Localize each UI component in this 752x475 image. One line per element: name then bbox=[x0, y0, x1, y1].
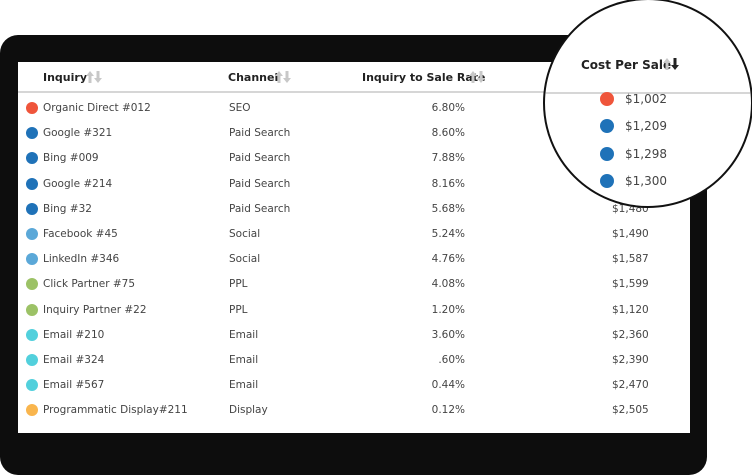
channel: Social bbox=[229, 228, 261, 240]
channel: PPL bbox=[229, 303, 248, 316]
status-dot bbox=[26, 379, 38, 392]
rate: 4.08% bbox=[431, 278, 465, 291]
rate: 3.60% bbox=[431, 328, 465, 341]
inquiry-name: Google #214 bbox=[43, 177, 113, 190]
inquiry-name: Google #321 bbox=[43, 127, 113, 140]
rate: 0.12% bbox=[431, 404, 465, 417]
cost: $1,490 bbox=[612, 228, 649, 240]
header-rule bbox=[545, 92, 751, 94]
sort-icon[interactable] bbox=[469, 71, 485, 83]
header-cost[interactable]: Cost Per Sale bbox=[581, 58, 672, 72]
sort-icon[interactable] bbox=[275, 71, 291, 83]
header-channel[interactable]: Channel bbox=[228, 71, 279, 84]
cost: $1,120 bbox=[612, 303, 649, 316]
cost: $2,505 bbox=[612, 404, 649, 417]
inquiry-name: Email #210 bbox=[43, 328, 105, 341]
status-dot bbox=[26, 177, 38, 190]
channel: PPL bbox=[229, 278, 248, 291]
rate: 1.20% bbox=[431, 303, 465, 316]
status-dot bbox=[26, 303, 38, 316]
channel: Display bbox=[229, 404, 268, 417]
inquiry-name: Email #567 bbox=[43, 379, 105, 392]
rate: 4.76% bbox=[431, 253, 465, 266]
status-dot bbox=[26, 127, 38, 140]
status-dot bbox=[26, 152, 38, 165]
cost: $1,599 bbox=[612, 278, 649, 291]
rate: 8.60% bbox=[431, 127, 465, 140]
inquiry-name: Facebook #45 bbox=[43, 228, 118, 240]
rate: 5.68% bbox=[431, 202, 465, 215]
status-dot bbox=[26, 228, 38, 240]
sort-icon[interactable] bbox=[86, 71, 102, 83]
rate: 0.44% bbox=[431, 379, 465, 392]
channel: Paid Search bbox=[229, 177, 291, 190]
channel: Social bbox=[229, 253, 261, 266]
cost: $1,587 bbox=[612, 253, 649, 266]
cost: $2,470 bbox=[612, 379, 649, 392]
status-dot bbox=[26, 102, 38, 114]
cost: $1,298 bbox=[625, 146, 667, 161]
inquiry-name: Bing #32 bbox=[43, 202, 92, 215]
channel: Email bbox=[229, 379, 259, 392]
header-rate[interactable]: Inquiry to Sale Rate bbox=[362, 71, 486, 84]
rate: .60% bbox=[438, 354, 465, 366]
inquiry-name: Click Partner #75 bbox=[43, 278, 136, 291]
magnifier: Cost Per Sale $1,002 $1,209 $1,298 $1,300 bbox=[543, 0, 752, 208]
inquiry-name: Organic Direct #012 bbox=[43, 102, 151, 114]
cost: $1,300 bbox=[625, 173, 667, 188]
channel: Paid Search bbox=[229, 152, 291, 165]
inquiry-name: Inquiry Partner #22 bbox=[43, 303, 147, 316]
rate: 6.80% bbox=[431, 102, 465, 114]
channel: Email bbox=[229, 328, 259, 341]
status-dot bbox=[600, 92, 614, 106]
status-dot bbox=[600, 119, 614, 134]
channel: Paid Search bbox=[229, 127, 291, 140]
inquiry-name: LinkedIn #346 bbox=[43, 253, 120, 266]
status-dot bbox=[600, 146, 614, 161]
cost: $1,002 bbox=[625, 92, 667, 106]
rate: 5.24% bbox=[431, 228, 465, 240]
status-dot bbox=[26, 278, 38, 291]
cost: $2,360 bbox=[612, 328, 649, 341]
status-dot bbox=[26, 253, 38, 266]
header-inquiry[interactable]: Inquiry bbox=[43, 71, 87, 84]
status-dot bbox=[26, 354, 38, 366]
rate: 8.16% bbox=[431, 177, 465, 190]
sort-icon[interactable] bbox=[663, 58, 679, 70]
header-rule bbox=[18, 91, 690, 93]
inquiry-name: Email #324 bbox=[43, 354, 105, 366]
inquiry-name: Programmatic Display#211 bbox=[43, 404, 188, 417]
channel: SEO bbox=[229, 102, 251, 114]
inquiry-name: Bing #009 bbox=[43, 152, 99, 165]
cost: $1,209 bbox=[625, 119, 667, 134]
status-dot bbox=[26, 328, 38, 341]
status-dot bbox=[26, 202, 38, 215]
cost: $2,390 bbox=[612, 354, 649, 366]
channel: Email bbox=[229, 354, 259, 366]
channel: Paid Search bbox=[229, 202, 291, 215]
rate: 7.88% bbox=[431, 152, 465, 165]
status-dot bbox=[600, 173, 614, 188]
status-dot bbox=[26, 404, 38, 417]
